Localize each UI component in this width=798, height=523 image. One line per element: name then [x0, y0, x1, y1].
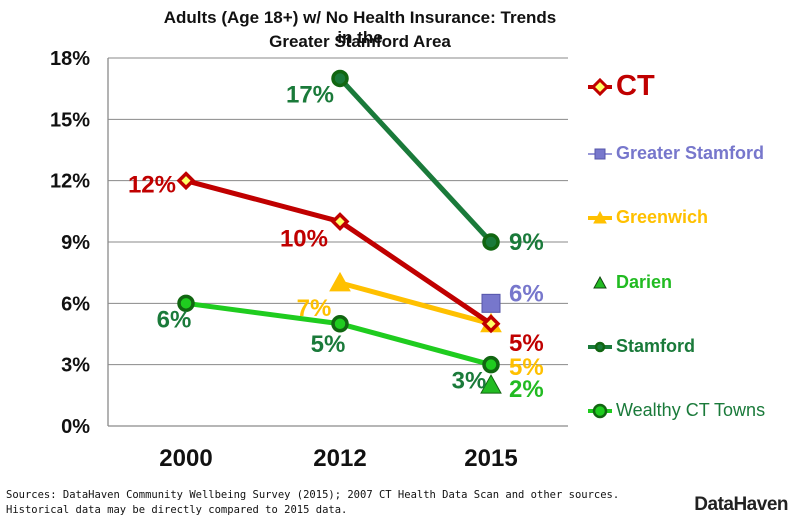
data-label: 12% — [128, 172, 176, 199]
x-tick-label: 2015 — [464, 445, 517, 472]
data-label: 3% — [452, 368, 487, 395]
data-label: 9% — [509, 229, 544, 256]
data-label: 6% — [509, 280, 544, 307]
y-tick-label: 15% — [50, 109, 90, 131]
series-line-stamford — [338, 76, 493, 244]
data-point-stamford — [331, 69, 349, 88]
data-point-ct — [330, 212, 350, 232]
data-point-greenwich — [329, 271, 351, 292]
data-label: 6% — [157, 306, 192, 333]
legend-marker-square-icon — [588, 148, 612, 159]
legend-marker-diamond-icon — [588, 77, 612, 96]
data-point-wealthy-ct-towns — [331, 315, 349, 333]
y-tick-label: 18% — [50, 48, 90, 70]
series-line-ct — [185, 178, 493, 326]
data-point-ct — [481, 314, 501, 334]
legend-marker-triangle-icon — [588, 210, 612, 223]
sources-note: Sources: DataHaven Community Wellbeing S… — [6, 488, 619, 518]
x-tick-label: 2000 — [159, 445, 212, 472]
legend-label: Wealthy CT Towns — [616, 400, 766, 420]
legend-marker-circle-icon — [588, 341, 612, 352]
chart-title-line-2: Greater Stamford Area — [269, 32, 451, 51]
y-tick-label: 3% — [61, 355, 90, 377]
data-label: 5% — [509, 354, 544, 381]
legend-label: Greenwich — [616, 207, 709, 227]
data-label: 2% — [509, 376, 544, 403]
data-label: 5% — [311, 331, 346, 358]
legend-item-ct: CT — [586, 70, 655, 103]
datahaven-logo: DataHaven — [694, 494, 788, 515]
legend-item-greenwich: Greenwich — [586, 207, 708, 228]
data-label: 10% — [280, 226, 328, 253]
data-label: 17% — [286, 81, 334, 108]
legend-label: CT — [616, 70, 655, 102]
y-tick-label: 0% — [61, 416, 90, 438]
data-point-wealthy-ct-towns — [177, 294, 195, 313]
x-tick-label: 2012 — [313, 445, 366, 472]
y-tick-label: 6% — [61, 293, 90, 315]
y-tick-label: 9% — [61, 232, 90, 254]
y-tick-label: 12% — [50, 171, 90, 193]
data-label: 7% — [297, 295, 332, 322]
legend-item-greater-stamford: Greater Stamford — [586, 143, 764, 164]
legend-item-wealthy-ct-towns: Wealthy CT Towns — [586, 400, 765, 421]
data-point-darien — [480, 374, 502, 394]
chart-title-line-1: Adults (Age 18+) w/ No Health Insurance:… — [163, 8, 557, 47]
data-point-wealthy-ct-towns — [482, 355, 500, 374]
data-point-greater-stamford — [481, 293, 501, 313]
data-point-stamford — [482, 233, 500, 251]
series-line-greenwich — [339, 280, 492, 327]
legend-item-stamford: Stamford — [586, 336, 695, 357]
legend-label: Greater Stamford — [616, 143, 765, 163]
legend-label: Stamford — [616, 336, 696, 356]
data-label: 5% — [509, 330, 544, 357]
sources-line-2: Historical data may be directly compared… — [6, 504, 348, 516]
legend-label: Darien — [616, 272, 673, 292]
legend-item-darien: Darien — [586, 272, 672, 293]
data-point-ct — [176, 171, 196, 191]
sources-line-1: Sources: DataHaven Community Wellbeing S… — [6, 489, 620, 501]
legend-marker-circle-icon — [588, 403, 612, 418]
legend-marker-triangle-icon — [593, 275, 607, 288]
